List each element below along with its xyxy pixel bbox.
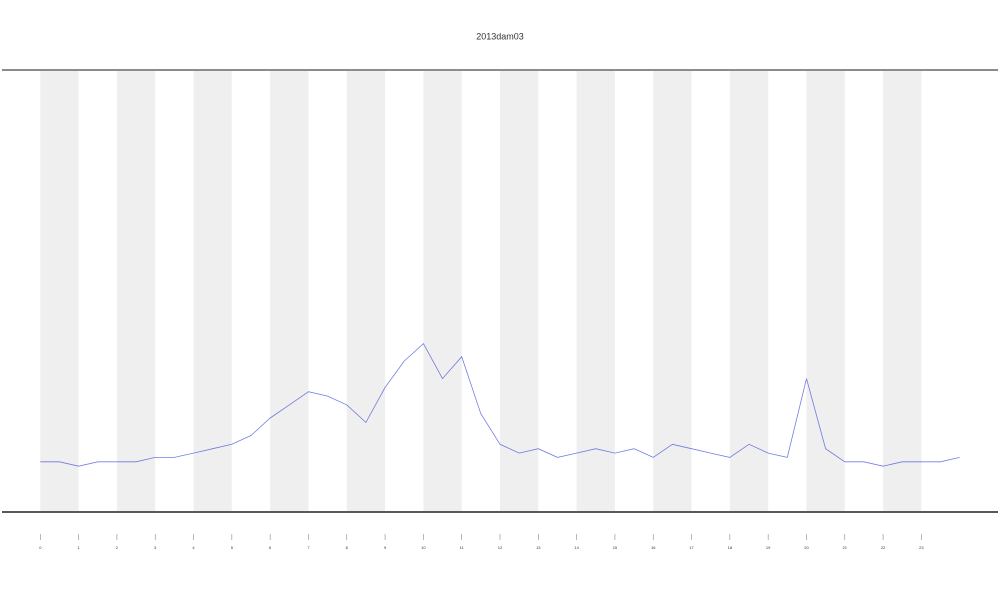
x-tick-label: 0 xyxy=(39,545,42,550)
x-tick-label: 9 xyxy=(384,545,387,550)
x-tick-label: 17 xyxy=(689,545,694,550)
x-tick-label: 15 xyxy=(613,545,618,550)
shaded-band xyxy=(270,71,309,511)
shaded-band xyxy=(806,71,845,511)
x-tick-label: 13 xyxy=(536,545,541,550)
shaded-band xyxy=(576,71,615,511)
shaded-band xyxy=(193,71,232,511)
shaded-band xyxy=(423,71,462,511)
x-tick-label: 10 xyxy=(421,545,426,550)
x-tick-label: 4 xyxy=(192,545,195,550)
shaded-band xyxy=(116,71,156,511)
shaded-band xyxy=(40,71,79,511)
x-tick-label: 22 xyxy=(881,545,886,550)
x-tick-label: 5 xyxy=(231,545,234,550)
shaded-band xyxy=(346,71,386,511)
x-tick-label: 14 xyxy=(574,545,579,550)
shaded-band xyxy=(653,71,692,511)
x-tick-label: 3 xyxy=(154,545,157,550)
shaded-band xyxy=(500,71,539,511)
x-tick-label: 20 xyxy=(804,545,809,550)
shaded-band xyxy=(729,71,769,511)
x-tick-label: 7 xyxy=(307,545,310,550)
signal-line xyxy=(40,342,960,467)
x-tick-label: 1 xyxy=(77,545,80,550)
x-tick-label: 18 xyxy=(728,545,733,550)
x-tick-label: 23 xyxy=(919,545,924,550)
x-tick-label: 11 xyxy=(460,545,465,550)
x-tick-label: 8 xyxy=(346,545,349,550)
shaded-band xyxy=(883,71,922,511)
x-tick-label: 2 xyxy=(116,545,119,550)
x-tick-label: 21 xyxy=(843,545,848,550)
chart-title: 2013dam03 xyxy=(476,31,524,41)
bands xyxy=(40,71,922,511)
x-tick-label: 19 xyxy=(766,545,771,550)
x-tick-label: 16 xyxy=(651,545,656,550)
x-tick-label: 12 xyxy=(498,545,503,550)
x-tick-label: 6 xyxy=(269,545,272,550)
